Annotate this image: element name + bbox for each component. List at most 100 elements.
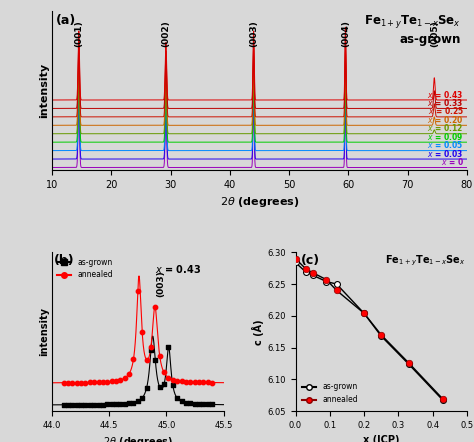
Text: $x$ = 0.03: $x$ = 0.03 xyxy=(428,148,464,159)
Legend: as-grown, annealed: as-grown, annealed xyxy=(299,379,361,407)
Point xyxy=(73,401,81,408)
X-axis label: x (ICP): x (ICP) xyxy=(363,435,400,442)
Point xyxy=(208,379,216,386)
Point xyxy=(195,379,203,386)
Point xyxy=(69,379,76,386)
annealed xyxy=(323,276,330,283)
Point xyxy=(191,400,199,408)
Text: as-grown: as-grown xyxy=(399,33,461,46)
Point xyxy=(60,401,67,408)
Point xyxy=(182,378,190,385)
Text: $x$ = 0: $x$ = 0 xyxy=(441,156,464,167)
Point xyxy=(147,343,155,350)
Point xyxy=(77,379,85,386)
Point xyxy=(117,376,124,383)
Point xyxy=(204,401,211,408)
Text: (c): (c) xyxy=(301,254,320,267)
Point xyxy=(112,401,120,408)
Point xyxy=(121,400,128,407)
Point xyxy=(64,401,72,408)
as-grown xyxy=(333,281,340,288)
Point xyxy=(164,344,172,351)
Point xyxy=(169,376,177,383)
Point xyxy=(125,400,133,407)
Text: (b): (b) xyxy=(54,254,74,267)
Point xyxy=(178,378,185,385)
annealed xyxy=(439,396,447,403)
Point xyxy=(178,398,185,405)
Point xyxy=(169,381,177,389)
Point xyxy=(82,379,89,386)
Point xyxy=(191,379,199,386)
Point xyxy=(64,379,72,386)
Point xyxy=(152,357,159,364)
Point xyxy=(134,287,142,294)
as-grown xyxy=(309,272,317,279)
as-grown xyxy=(405,361,412,368)
Point xyxy=(204,379,211,386)
Point xyxy=(200,379,207,386)
Point xyxy=(130,399,137,406)
Point xyxy=(99,401,107,408)
Text: (a): (a) xyxy=(56,14,76,27)
Point xyxy=(77,401,85,408)
Text: $x$ = 0.33: $x$ = 0.33 xyxy=(428,97,464,108)
Point xyxy=(134,397,142,404)
Point xyxy=(121,374,128,381)
Text: $x$ = 0.25: $x$ = 0.25 xyxy=(428,106,464,117)
Point xyxy=(143,356,150,363)
Text: $x$ = 0.12: $x$ = 0.12 xyxy=(428,122,464,133)
Point xyxy=(103,401,111,408)
as-grown xyxy=(439,397,447,404)
Point xyxy=(117,400,124,408)
annealed xyxy=(360,310,368,317)
Point xyxy=(186,400,194,407)
Point xyxy=(147,347,155,354)
as-grown xyxy=(292,259,299,266)
Text: $x$ = 0.43: $x$ = 0.43 xyxy=(155,263,201,275)
Point xyxy=(99,378,107,385)
Text: Fe$_{1+y}$Te$_{1-x}$Se$_{x}$: Fe$_{1+y}$Te$_{1-x}$Se$_{x}$ xyxy=(364,13,461,30)
Point xyxy=(186,378,194,385)
Point xyxy=(143,385,150,392)
Point xyxy=(156,383,164,390)
Point xyxy=(130,356,137,363)
Text: (002): (002) xyxy=(162,20,170,47)
annealed xyxy=(377,332,385,339)
Text: (005): (005) xyxy=(430,20,439,47)
annealed xyxy=(302,265,310,272)
as-grown xyxy=(360,310,368,317)
Point xyxy=(82,401,89,408)
Y-axis label: c (Å): c (Å) xyxy=(252,319,264,344)
Y-axis label: intensity: intensity xyxy=(39,63,49,118)
Point xyxy=(138,329,146,336)
annealed xyxy=(309,269,317,276)
Point xyxy=(138,394,146,401)
Text: (001): (001) xyxy=(74,20,83,47)
Point xyxy=(108,378,115,385)
Point xyxy=(160,369,168,376)
annealed xyxy=(405,359,412,366)
Text: (004): (004) xyxy=(341,20,350,47)
Text: $x$ = 0.05: $x$ = 0.05 xyxy=(428,139,464,150)
Point xyxy=(173,395,181,402)
Point xyxy=(95,401,102,408)
X-axis label: $2\theta$ (degrees): $2\theta$ (degrees) xyxy=(103,435,173,442)
Point xyxy=(103,378,111,385)
Point xyxy=(173,377,181,384)
Text: (003): (003) xyxy=(249,20,258,47)
as-grown xyxy=(377,332,385,339)
annealed xyxy=(292,255,299,262)
Point xyxy=(86,401,93,408)
X-axis label: $2\theta$ (degrees): $2\theta$ (degrees) xyxy=(219,195,300,209)
Point xyxy=(108,401,115,408)
as-grown xyxy=(323,278,330,285)
Point xyxy=(60,379,67,386)
Point xyxy=(195,400,203,408)
Point xyxy=(182,399,190,406)
Point xyxy=(208,401,216,408)
Point xyxy=(112,377,120,385)
Point xyxy=(69,401,76,408)
as-grown xyxy=(302,268,310,275)
Text: Fe$_{1+y}$Te$_{1-x}$Se$_{x}$: Fe$_{1+y}$Te$_{1-x}$Se$_{x}$ xyxy=(384,254,465,268)
